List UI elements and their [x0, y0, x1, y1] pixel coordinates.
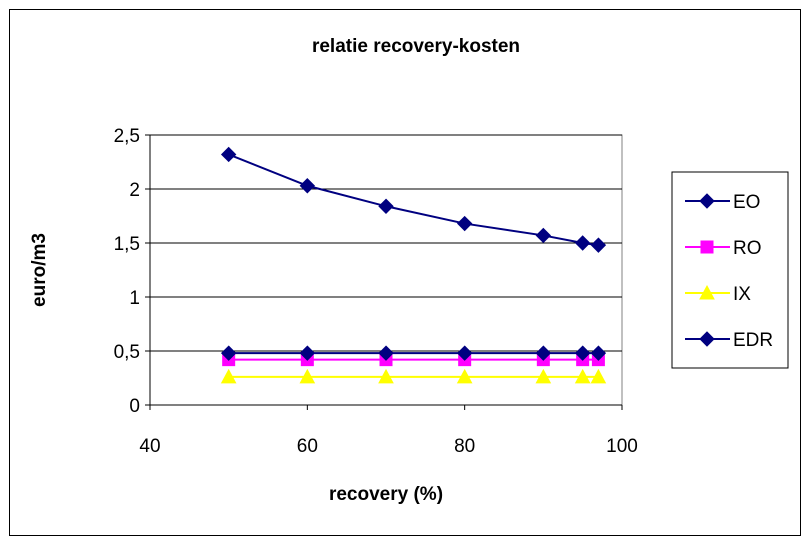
x-axis-title: recovery (%)	[329, 484, 443, 505]
data-point-edr	[378, 345, 394, 361]
legend-marker-ro	[700, 240, 714, 254]
x-tick-labels: 40 60 80 100	[139, 436, 637, 457]
data-point-eo	[574, 235, 591, 251]
x-tick-label: 40	[139, 436, 160, 457]
legend-label-ix: IX	[733, 284, 751, 305]
legend-box	[671, 171, 789, 369]
data-point-eo	[535, 227, 552, 244]
data-point-edr	[590, 345, 607, 361]
data-point-eo	[456, 215, 473, 232]
data-point-edr	[456, 345, 473, 361]
axes	[145, 134, 623, 410]
legend-item-edr: EDR	[685, 330, 773, 351]
legend-marker-ix	[699, 284, 715, 300]
series-eo	[220, 146, 607, 253]
data-point-ix	[299, 368, 316, 384]
data-point-eo	[378, 198, 394, 214]
data-point-edr	[220, 345, 237, 361]
series-group	[220, 146, 607, 384]
data-point-ix	[378, 368, 394, 384]
data-point-ix	[220, 368, 237, 384]
data-point-ix	[590, 368, 607, 384]
x-tick-label: 80	[454, 436, 475, 457]
data-point-ix	[574, 368, 591, 384]
legend-label-edr: EDR	[733, 330, 773, 351]
legend: EO RO IX EDR	[671, 171, 789, 369]
data-point-edr	[574, 345, 591, 361]
legend-item-eo: EO	[685, 192, 760, 213]
data-point-edr	[299, 345, 316, 361]
data-point-edr	[535, 345, 552, 361]
x-tick-label: 60	[297, 436, 318, 457]
data-point-ix	[456, 368, 473, 384]
legend-items: EO RO IX EDR	[685, 192, 773, 351]
data-point-eo	[590, 237, 607, 253]
y-axis-title: euro/m3	[29, 233, 50, 307]
legend-item-ix: IX	[685, 284, 751, 305]
y-tick-label: 2,5	[114, 126, 140, 147]
legend-label-eo: EO	[733, 192, 760, 213]
y-tick-labels: 0 0,5 1 1,5 2 2,5	[114, 126, 140, 417]
y-tick-label: 2	[129, 180, 140, 201]
y-tick-label: 0	[129, 396, 140, 417]
data-point-eo	[220, 146, 237, 163]
legend-marker-edr	[699, 331, 715, 347]
legend-label-ro: RO	[733, 238, 762, 259]
data-point-eo	[299, 178, 316, 194]
x-tick-label: 100	[606, 436, 638, 457]
legend-marker-eo	[699, 193, 715, 209]
y-tick-label: 1,5	[114, 234, 140, 255]
series-ix	[220, 368, 607, 384]
y-tick-label: 0,5	[114, 342, 140, 363]
chart-title: relatie recovery-kosten	[312, 36, 520, 57]
legend-item-ro: RO	[685, 238, 762, 259]
series-edr	[220, 345, 607, 361]
data-point-ix	[535, 368, 552, 384]
y-tick-label: 1	[129, 288, 140, 309]
